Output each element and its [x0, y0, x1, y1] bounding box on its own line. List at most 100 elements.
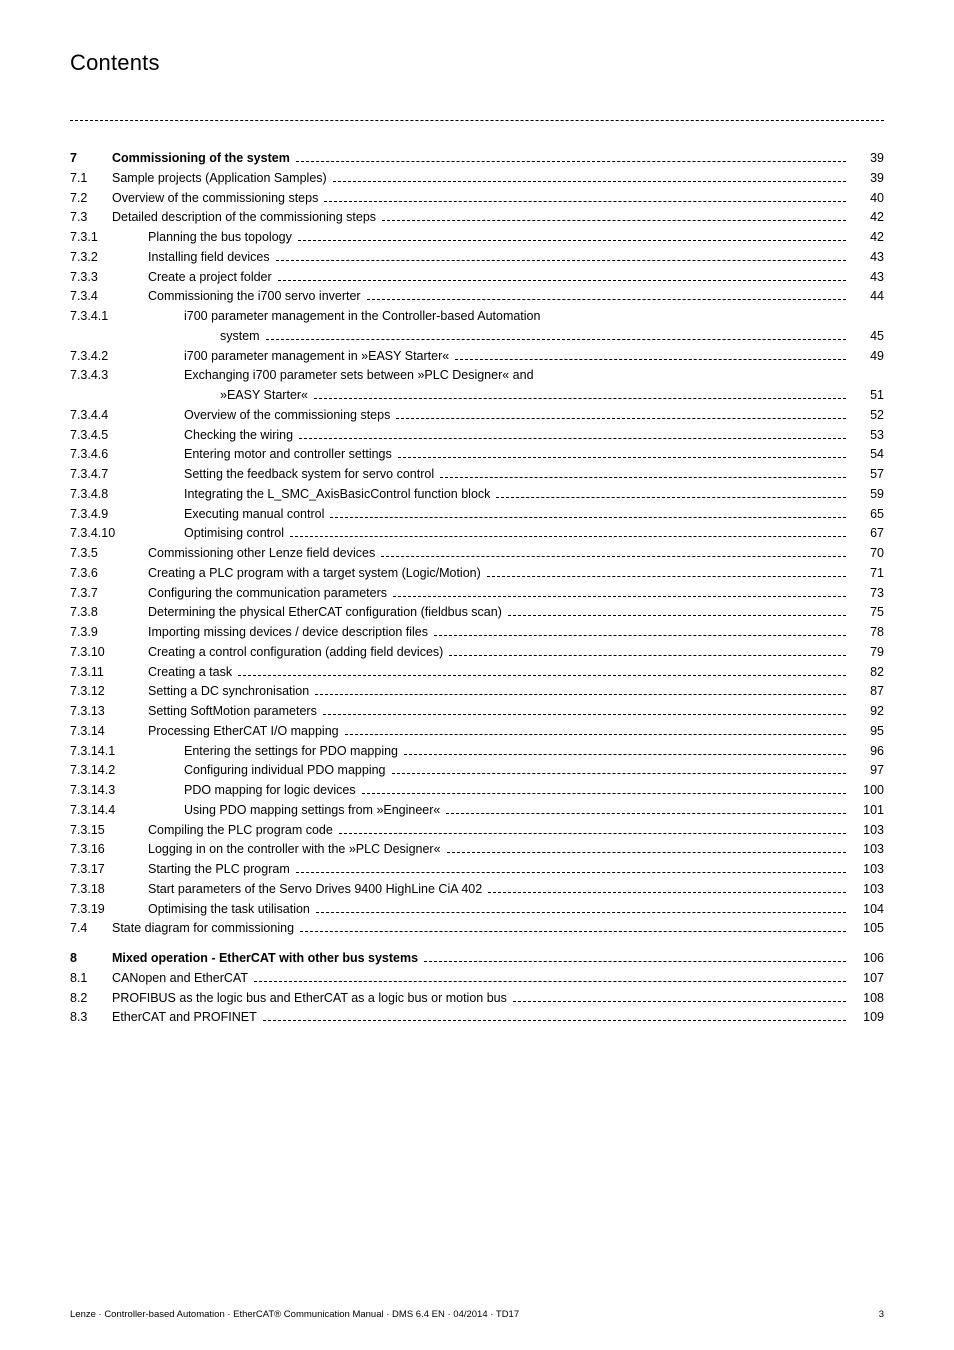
- toc-number: 8.3: [70, 1008, 112, 1028]
- toc-row: 7.3.4.10Optimising control67: [70, 524, 884, 544]
- toc-page: 40: [850, 189, 884, 209]
- toc-page: 109: [850, 1008, 884, 1028]
- toc-number: 7.3.4.3: [70, 366, 184, 386]
- toc-label-wrap: Checking the wiring: [184, 426, 850, 446]
- toc-label: Processing EtherCAT I/O mapping: [148, 722, 339, 742]
- toc-leader: [392, 773, 846, 774]
- toc-gap: [70, 939, 884, 949]
- toc-label-wrap: Creating a control configuration (adding…: [148, 643, 850, 663]
- toc-page: 39: [850, 149, 884, 169]
- toc-page: 103: [850, 821, 884, 841]
- toc-page: 105: [850, 919, 884, 939]
- toc: 7Commissioning of the system397.1Sample …: [70, 149, 884, 1028]
- toc-label-wrap: Setting a DC synchronisation: [148, 682, 850, 702]
- toc-row: 7.3.14.1Entering the settings for PDO ma…: [70, 742, 884, 762]
- toc-label: Exchanging i700 parameter sets between »…: [184, 366, 534, 386]
- toc-leader: [487, 576, 846, 577]
- toc-number: 7.3.4.2: [70, 347, 184, 367]
- toc-leader: [276, 260, 846, 261]
- toc-page: 65: [850, 505, 884, 525]
- toc-label: Importing missing devices / device descr…: [148, 623, 428, 643]
- toc-number: 7.3.14.4: [70, 801, 184, 821]
- toc-row: 7.3.8Determining the physical EtherCAT c…: [70, 603, 884, 623]
- toc-page: 103: [850, 880, 884, 900]
- toc-page: 44: [850, 287, 884, 307]
- toc-label: Starting the PLC program: [148, 860, 290, 880]
- toc-label-wrap: Overview of the commissioning steps: [112, 189, 850, 209]
- toc-leader: [315, 694, 846, 695]
- toc-label: Entering motor and controller settings: [184, 445, 392, 465]
- toc-label-wrap: Installing field devices: [148, 248, 850, 268]
- toc-number: 8: [70, 949, 112, 969]
- toc-label-wrap: system: [220, 327, 850, 347]
- toc-leader: [508, 615, 846, 616]
- toc-row: 7.3.4.2i700 parameter management in »EAS…: [70, 347, 884, 367]
- toc-leader: [488, 892, 846, 893]
- toc-number: 7.3.18: [70, 880, 148, 900]
- toc-label: Sample projects (Application Samples): [112, 169, 327, 189]
- toc-number: 7.1: [70, 169, 112, 189]
- toc-number: 7.3.4.9: [70, 505, 184, 525]
- toc-label-wrap: Commissioning the i700 servo inverter: [148, 287, 850, 307]
- toc-label: Commissioning of the system: [112, 149, 290, 169]
- toc-row: 7.3.13Setting SoftMotion parameters92: [70, 702, 884, 722]
- toc-label: Executing manual control: [184, 505, 324, 525]
- toc-label-wrap: Optimising the task utilisation: [148, 900, 850, 920]
- toc-row: 7.3.5Commissioning other Lenze field dev…: [70, 544, 884, 564]
- toc-label: Optimising control: [184, 524, 284, 544]
- toc-page: 78: [850, 623, 884, 643]
- toc-label: Planning the bus topology: [148, 228, 292, 248]
- toc-number: 7.3.4: [70, 287, 148, 307]
- toc-leader: [382, 220, 846, 221]
- toc-leader: [330, 517, 846, 518]
- toc-label-wrap: Configuring individual PDO mapping: [184, 761, 850, 781]
- toc-row: 7.3.15Compiling the PLC program code103: [70, 821, 884, 841]
- toc-label-wrap: Commissioning other Lenze field devices: [148, 544, 850, 564]
- toc-label: Installing field devices: [148, 248, 270, 268]
- toc-label: Configuring individual PDO mapping: [184, 761, 386, 781]
- toc-page: 70: [850, 544, 884, 564]
- toc-label-wrap: Using PDO mapping settings from »Enginee…: [184, 801, 850, 821]
- toc-number: 7.3.4.5: [70, 426, 184, 446]
- toc-label-wrap: Processing EtherCAT I/O mapping: [148, 722, 850, 742]
- toc-page: 104: [850, 900, 884, 920]
- toc-page: 92: [850, 702, 884, 722]
- toc-page: 95: [850, 722, 884, 742]
- toc-row: 7.3.14.4Using PDO mapping settings from …: [70, 801, 884, 821]
- toc-number: 7.3.11: [70, 663, 148, 683]
- toc-label: i700 parameter management in the Control…: [184, 307, 540, 327]
- toc-label: Using PDO mapping settings from »Enginee…: [184, 801, 440, 821]
- toc-row: 7.3.6Creating a PLC program with a targe…: [70, 564, 884, 584]
- page: Contents 7Commissioning of the system397…: [0, 0, 954, 1350]
- toc-number: 7.3.8: [70, 603, 148, 623]
- toc-page: 103: [850, 860, 884, 880]
- toc-leader: [367, 299, 846, 300]
- toc-row: »EASY Starter«51: [70, 386, 884, 406]
- toc-row: 7.3.7Configuring the communication param…: [70, 584, 884, 604]
- toc-row: 7.1Sample projects (Application Samples)…: [70, 169, 884, 189]
- toc-page: 43: [850, 268, 884, 288]
- toc-label-wrap: Mixed operation - EtherCAT with other bu…: [112, 949, 850, 969]
- toc-leader: [396, 418, 846, 419]
- toc-label: Commissioning other Lenze field devices: [148, 544, 375, 564]
- toc-label: Integrating the L_SMC_AxisBasicControl f…: [184, 485, 490, 505]
- toc-leader: [455, 359, 846, 360]
- toc-row: 7.3.19Optimising the task utilisation104: [70, 900, 884, 920]
- toc-number: 7.4: [70, 919, 112, 939]
- toc-row: 7Commissioning of the system 39: [70, 149, 884, 169]
- toc-number: 7: [70, 149, 112, 169]
- toc-label-wrap: Entering motor and controller settings: [184, 445, 850, 465]
- toc-page: 39: [850, 169, 884, 189]
- toc-number: 7.3.4.6: [70, 445, 184, 465]
- toc-label: Overview of the commissioning steps: [184, 406, 390, 426]
- toc-label-wrap: Create a project folder: [148, 268, 850, 288]
- toc-row: 7.3.4.7Setting the feedback system for s…: [70, 465, 884, 485]
- toc-row: 7.3.14.2Configuring individual PDO mappi…: [70, 761, 884, 781]
- toc-page: 59: [850, 485, 884, 505]
- toc-page: 82: [850, 663, 884, 683]
- toc-row: 7.3.12Setting a DC synchronisation87: [70, 682, 884, 702]
- toc-label-wrap: Determining the physical EtherCAT config…: [148, 603, 850, 623]
- toc-label-wrap: Detailed description of the commissionin…: [112, 208, 850, 228]
- toc-label: Commissioning the i700 servo inverter: [148, 287, 361, 307]
- toc-leader: [314, 398, 846, 399]
